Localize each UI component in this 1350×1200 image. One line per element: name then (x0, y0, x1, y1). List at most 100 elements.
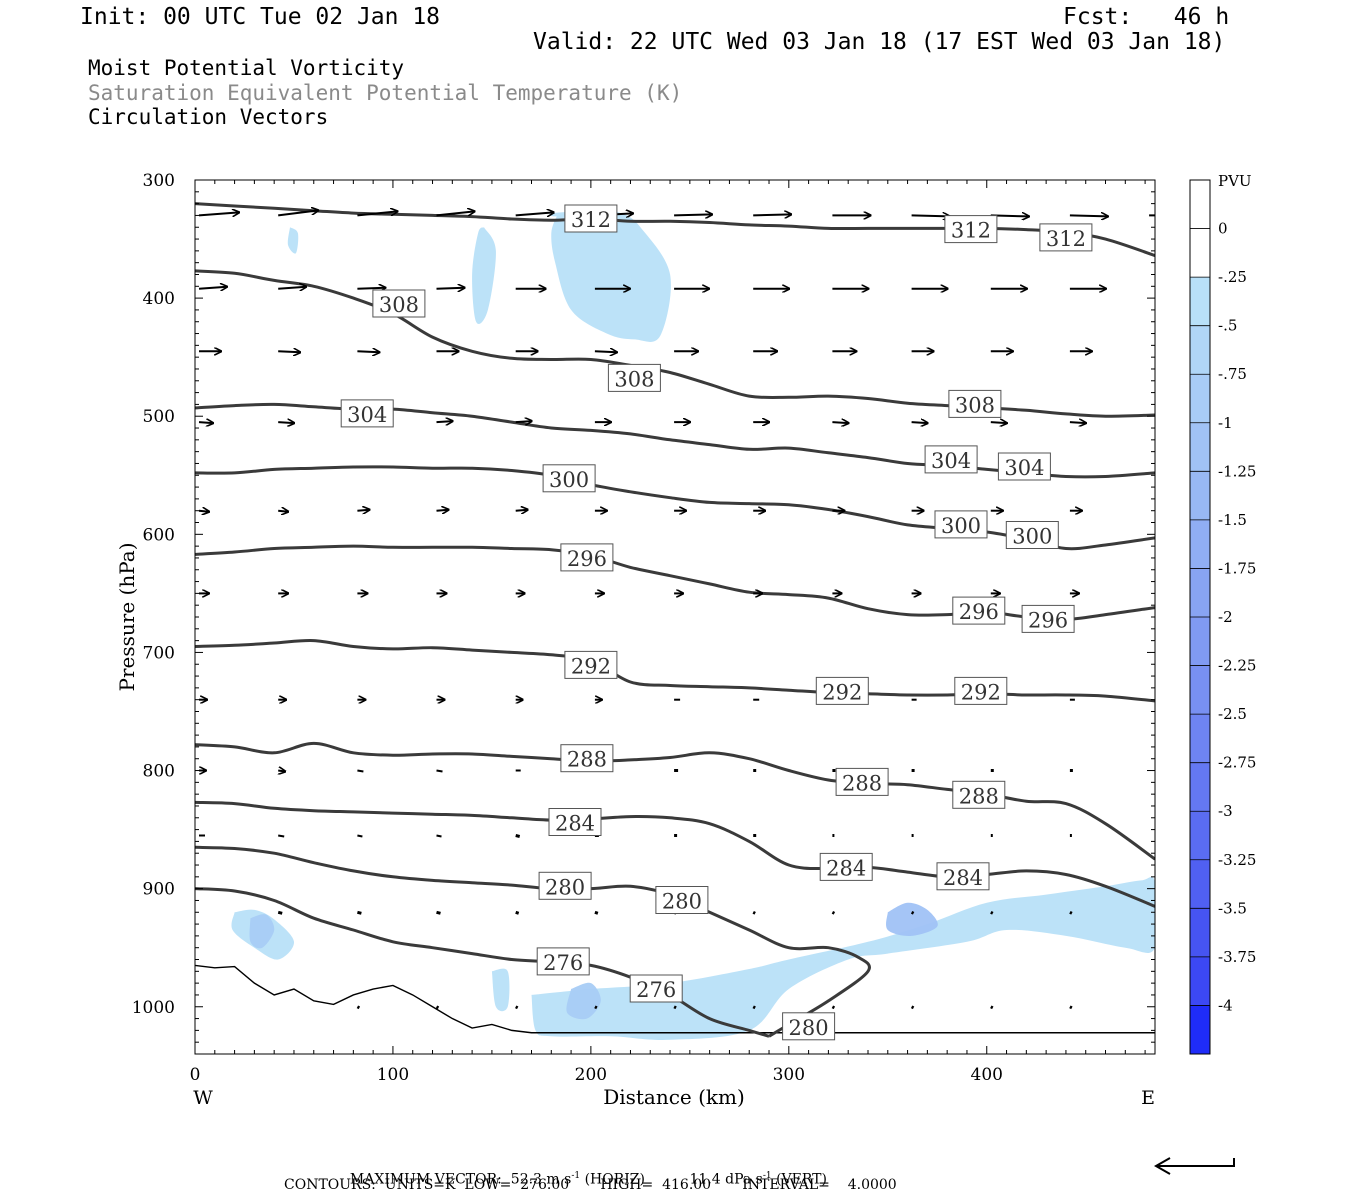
colorbar-swatch (1190, 180, 1210, 230)
colorbar-swatch (1190, 568, 1210, 618)
contour-label-280: 280 (655, 886, 709, 914)
colorbar-label: -.75 (1218, 365, 1247, 383)
circulation-vector (278, 210, 318, 217)
valid-time: Valid: 22 UTC Wed 03 Jan 18 (17 EST Wed … (533, 29, 1226, 55)
contour-label-296: 296 (560, 543, 614, 572)
contour-labels: 276 276 280 280 280 284 284 284 288 288 288 292 292 2… (340, 204, 1093, 1041)
pv-area (551, 209, 671, 342)
x-tick-label: 0 (190, 1065, 201, 1085)
contour-label-288: 288 (835, 767, 889, 796)
circulation-vector (515, 834, 521, 838)
circulation-vector (910, 1005, 915, 1010)
contour-280 (195, 845, 871, 1038)
y-tick-label: 300 (143, 171, 175, 191)
colorbar-swatch (1190, 617, 1210, 667)
contour-label-304: 304 (924, 445, 978, 474)
contour-label-300: 300 (542, 464, 596, 493)
contour-label-text: 304 (1004, 456, 1044, 480)
pv-area (886, 902, 938, 936)
circulation-vector (198, 422, 213, 423)
pv-area (531, 876, 1155, 1040)
colorbar-swatch (1190, 665, 1210, 715)
contour-label-box (340, 399, 394, 428)
colorbar-label: -1.75 (1218, 559, 1256, 577)
colorbar-swatch (1190, 228, 1210, 278)
contour-296 (195, 544, 1155, 621)
colorbar-swatch (1190, 908, 1210, 958)
contour-label-text: 296 (1028, 608, 1068, 632)
circulation-vector (911, 215, 950, 216)
colorbar-title: PVU (1218, 172, 1252, 190)
circulation-vector (515, 1005, 519, 1010)
contour-label-288: 288 (560, 744, 614, 773)
colorbar-swatch (1190, 714, 1210, 764)
circulation-vector (594, 910, 599, 915)
circulation-vector (278, 351, 300, 352)
contour-label-box (952, 780, 1006, 809)
contour-label-box (1005, 521, 1059, 549)
pv-area (287, 227, 299, 254)
contour-label-300: 300 (934, 510, 988, 539)
circulation-vector (990, 422, 1007, 423)
contour-label-box (564, 204, 618, 233)
contour-label-text: 288 (842, 771, 882, 795)
contour-label-text: 280 (662, 890, 702, 914)
pv-area (491, 968, 510, 1012)
contour-label-box (1021, 604, 1075, 633)
y-tick-label: 600 (143, 525, 175, 545)
circulation-vector (515, 421, 532, 422)
contour-label-text: 300 (941, 514, 981, 538)
circulation-vector (436, 910, 441, 915)
contour-label-308: 308 (948, 389, 1002, 418)
circulation-vector (515, 910, 520, 915)
circulation-vector (911, 422, 928, 423)
contour-label-box (944, 215, 998, 244)
x-axis-west-label: W (193, 1087, 213, 1109)
circulation-vector (356, 1005, 361, 1010)
circulation-vector (357, 288, 385, 289)
circulation-vector (436, 769, 443, 773)
y-tick-label: 700 (143, 643, 175, 663)
contour-label-text: 296 (959, 600, 999, 624)
contour-label-box (1039, 223, 1093, 252)
colorbar-label: -4 (1218, 996, 1233, 1014)
contour-label-box (564, 650, 618, 679)
colorbar-swatch (1190, 422, 1210, 472)
contour-label-288: 288 (952, 780, 1006, 809)
contour-label-box (997, 452, 1051, 481)
contour-label-text: 296 (567, 547, 607, 571)
contour-label-text: 300 (549, 468, 589, 492)
contour-label-text: 284 (555, 812, 595, 836)
contour-label-text: 280 (545, 875, 585, 899)
circulation-vector (910, 910, 915, 915)
contour-label-276: 276 (536, 947, 590, 976)
colorbar-swatch (1190, 325, 1210, 375)
y-tick-label: 500 (143, 407, 175, 427)
contour-label-box (542, 464, 596, 493)
colorbar-swatch (1190, 956, 1210, 1006)
pv-area (472, 227, 496, 325)
contour-label-box (560, 543, 614, 572)
horiz-tag: (HORIZ) (580, 1171, 645, 1188)
colorbar-label: -3.25 (1218, 851, 1256, 869)
contour-label-box (948, 389, 1002, 418)
colorbar-label: -1 (1218, 414, 1233, 432)
circulation-vector (832, 422, 848, 423)
contour-label-text: 288 (567, 748, 607, 772)
contour-label-text: 304 (931, 449, 971, 473)
circulation-vector (357, 211, 397, 217)
contour-label-box (954, 676, 1008, 705)
contour-label-box (372, 289, 426, 318)
init-time: Init: 00 UTC Tue 02 Jan 18 (80, 4, 441, 30)
contour-info: CONTOURS: UNITS=K LOW= 276.00 HIGH= 416.… (284, 1177, 897, 1193)
circulation-vector (436, 288, 465, 289)
contour-label-304: 304 (997, 452, 1051, 481)
contour-312 (195, 202, 1155, 258)
circulation-vector (674, 214, 712, 215)
colorbar-swatch (1190, 277, 1210, 327)
y-axis-title: Pressure (hPa) (115, 543, 139, 692)
circulation-vector (198, 511, 209, 512)
contour-label-text: 304 (347, 403, 387, 427)
reference-vector (1153, 1157, 1235, 1175)
